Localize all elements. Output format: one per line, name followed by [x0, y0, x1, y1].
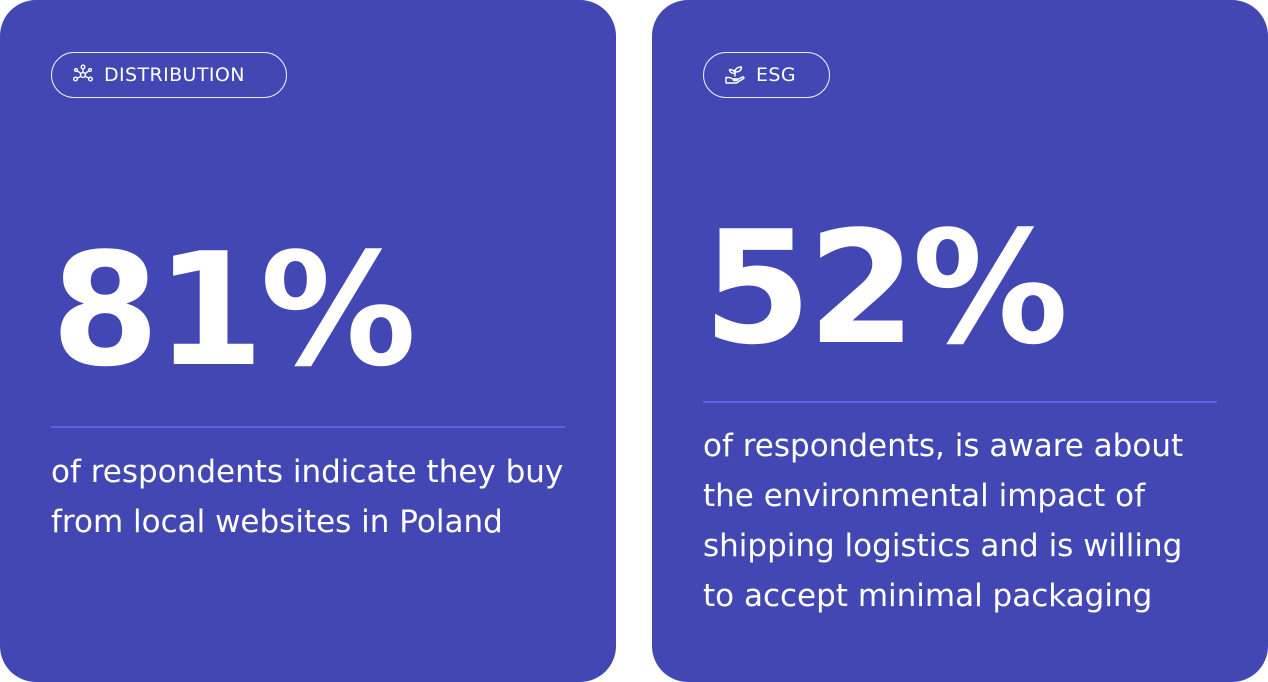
esg-stat: 52% [703, 197, 1068, 379]
network-nodes-icon [72, 64, 94, 86]
distribution-description: of respondents indicate they buy from lo… [51, 454, 564, 540]
esg-tag: ESG [703, 52, 830, 98]
esg-card: ESG 52% of respondents, is aware about t… [652, 0, 1268, 682]
distribution-tag: DISTRIBUTION [51, 52, 287, 98]
distribution-tag-label: DISTRIBUTION [104, 64, 245, 86]
distribution-card: DISTRIBUTION 81% of respondents indicate… [0, 0, 616, 682]
distribution-divider [51, 426, 565, 428]
esg-divider [703, 401, 1217, 403]
esg-tag-label: ESG [756, 64, 796, 86]
distribution-stat: 81% [51, 219, 416, 401]
esg-description: of respondents, is aware about the envir… [703, 428, 1184, 614]
plant-in-hand-icon [724, 64, 746, 86]
